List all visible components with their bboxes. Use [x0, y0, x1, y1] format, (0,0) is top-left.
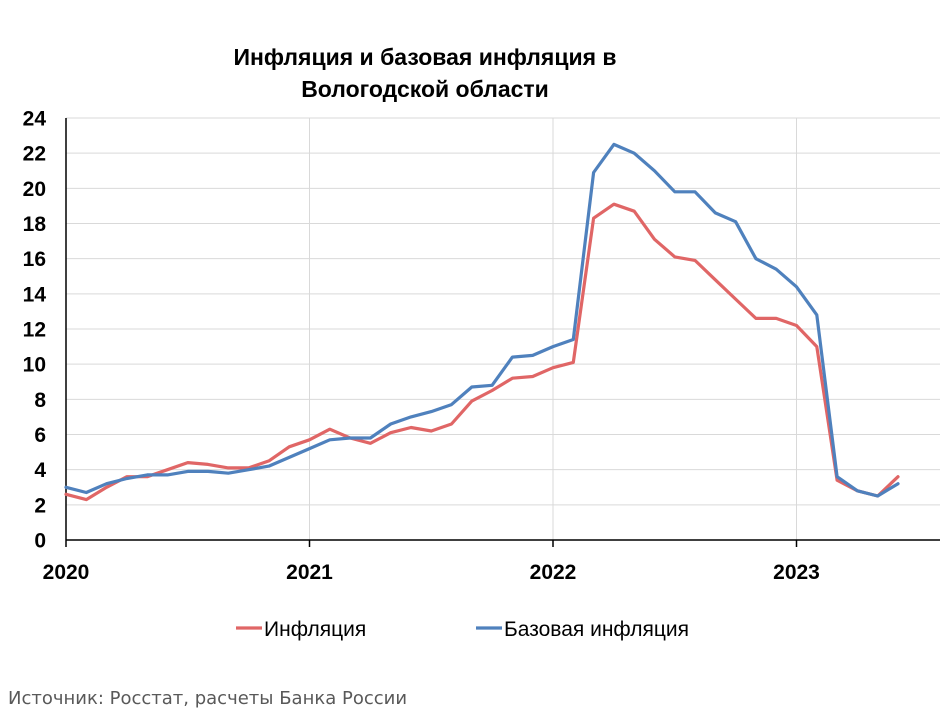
y-tick-label: 14 — [23, 283, 47, 306]
x-axis: 2020 2021 2022 2023 — [43, 118, 940, 584]
source-note: Источник: Росстат, расчеты Банка России — [8, 688, 407, 709]
y-tick-label: 10 — [23, 354, 46, 377]
y-tick-label: 22 — [23, 143, 46, 166]
y-tick-label: 6 — [34, 424, 46, 447]
y-tick-label: 16 — [23, 248, 46, 271]
y-tick-label: 2 — [34, 494, 46, 517]
y-tick-label: 0 — [34, 530, 46, 553]
gridlines — [66, 117, 940, 540]
y-tick-label: 18 — [23, 213, 47, 236]
x-tick-label: 2023 — [773, 561, 820, 584]
legend-label-0: Инфляция — [264, 618, 366, 641]
y-tick-label: 8 — [34, 389, 46, 412]
x-tick-label: 2020 — [43, 561, 90, 584]
legend: Инфляция Базовая инфляция — [236, 618, 689, 641]
x-tick-label: 2022 — [530, 561, 577, 584]
chart-title-line-2: Вологодской области — [301, 76, 549, 102]
y-tick-label: 24 — [23, 108, 47, 131]
series-line-1 — [64, 142, 900, 498]
series-line-0 — [64, 202, 900, 502]
y-tick-label: 4 — [34, 459, 46, 482]
y-tick-label: 12 — [23, 319, 46, 342]
legend-label-1: Базовая инфляция — [504, 618, 689, 641]
chart-title: Инфляция и базовая инфляция в Вологодско… — [233, 44, 616, 102]
y-tick-label: 20 — [23, 178, 46, 201]
chart-title-line-1: Инфляция и базовая инфляция в — [233, 44, 616, 70]
x-tick-label: 2021 — [286, 561, 333, 584]
series-lines — [64, 142, 900, 502]
